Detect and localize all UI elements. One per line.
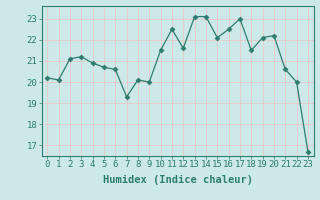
X-axis label: Humidex (Indice chaleur): Humidex (Indice chaleur) <box>103 175 252 185</box>
